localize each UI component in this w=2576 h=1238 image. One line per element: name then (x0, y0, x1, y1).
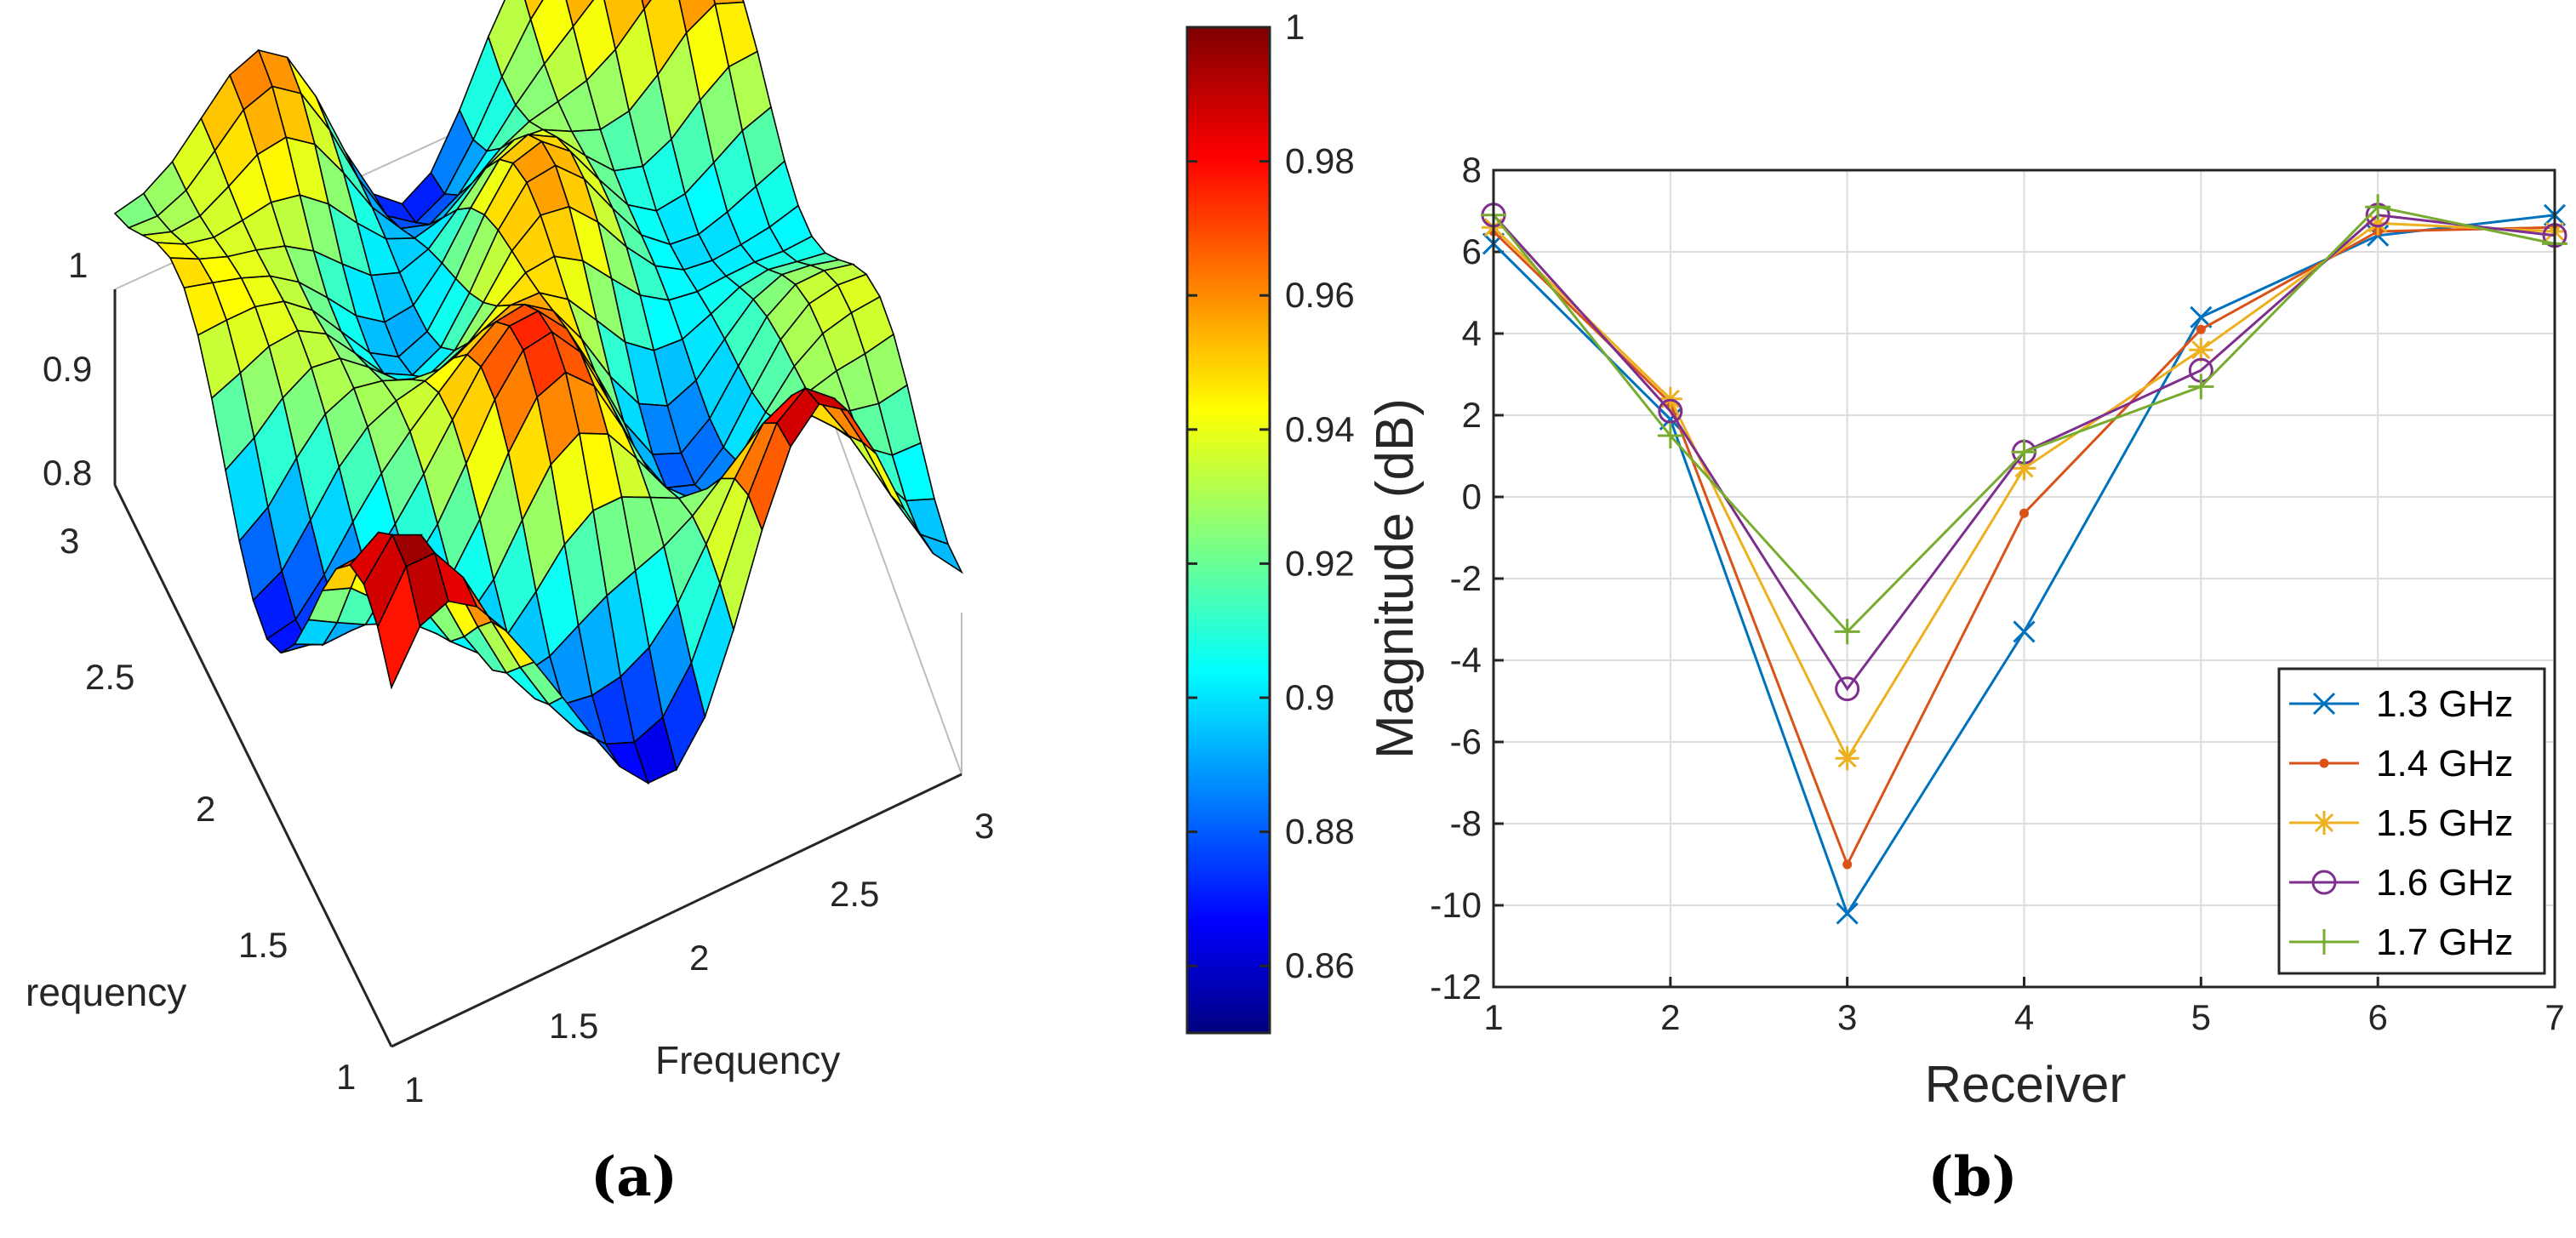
y-tick-label: 1.5 (238, 925, 288, 965)
data-point (2190, 305, 2213, 328)
legend-label: 1.4 GHz (2376, 743, 2513, 784)
x-tick-label: 3 (974, 806, 994, 846)
z-tick-label: 0.9 (43, 349, 92, 389)
x-tick-label: 2 (1660, 997, 1680, 1037)
data-point (2365, 194, 2391, 220)
y-tick-label: -6 (1450, 722, 1482, 762)
y-tick-label: 0 (1462, 476, 1482, 516)
x-tick-label: 2.5 (830, 874, 879, 914)
colorbar: 0.86 0.88 0.9 0.92 0.94 0.96 0.98 1 (1185, 7, 1355, 1035)
data-point (2196, 324, 2206, 334)
legend-marker (2319, 758, 2329, 768)
y-tick-label: -12 (1430, 967, 1482, 1007)
x-tick-label: 3 (1837, 997, 1857, 1037)
surface-panel: 1 0.9 0.8 3 2.5 2 1.5 1 1 1.5 2 2.5 3 Fr… (26, 0, 994, 1209)
series-group (1481, 194, 2567, 925)
legend-items (2289, 692, 2359, 955)
z-tick-label: 1 (68, 245, 88, 285)
data-point (2012, 456, 2036, 481)
y-axis-label: requency (26, 970, 186, 1014)
legend: 1.3 GHz 1.4 GHz 1.5 GHz 1.6 GHz 1.7 GHz (2277, 667, 2546, 975)
y-tick-label: 8 (1462, 150, 1482, 190)
y-tick-label: 4 (1462, 313, 1482, 353)
x-tick-label: 4 (2014, 997, 2034, 1037)
y-tick-label: 1 (336, 1057, 356, 1097)
colorbar-tick-label: 0.96 (1285, 275, 1355, 315)
colorbar-tick-label: 1 (1285, 7, 1305, 47)
y-tick-label: 6 (1462, 231, 1482, 271)
colorbar-tick-label: 0.98 (1285, 141, 1355, 181)
legend-label: 1.6 GHz (2376, 862, 2513, 904)
surface-axes (113, 289, 962, 1048)
y-tick-label: 2 (196, 789, 215, 829)
y-tick-label: 2.5 (85, 657, 134, 697)
y-tick-label: -2 (1450, 558, 1482, 598)
colorbar-gradient (1185, 26, 1271, 1035)
colorbar-ticks: 0.86 0.88 0.9 0.92 0.94 0.96 0.98 1 (1187, 7, 1355, 985)
legend-label: 1.7 GHz (2376, 921, 2513, 963)
line-chart-panel: -12 -10 -8 -6 -4 -2 0 2 4 6 8 1 2 3 4 5 6 7 Receiver Mag… (1366, 150, 2567, 1209)
data-point (2013, 620, 2036, 643)
y-tick-label: -10 (1430, 885, 1482, 925)
surface-mesh (113, 0, 963, 785)
x-tick-label: 1.5 (549, 1006, 598, 1046)
y-tick-label: 3 (60, 521, 79, 561)
legend-marker (2312, 811, 2336, 835)
data-point (1835, 746, 1859, 771)
y-axis-label: Magnitude (dB) (1366, 398, 1425, 759)
z-tick-label: 0.8 (43, 453, 92, 493)
y-ticks: -12 -10 -8 -6 -4 -2 0 2 4 6 8 (1430, 150, 1504, 1007)
y-tick-label: 2 (1462, 395, 1482, 435)
x-axis-label: Receiver (1925, 1056, 2127, 1113)
legend-label: 1.3 GHz (2376, 683, 2513, 725)
data-point (1658, 398, 1683, 424)
y-tick-label: -4 (1450, 640, 1482, 680)
legend-marker (2311, 929, 2337, 955)
x-tick-label: 6 (2368, 997, 2387, 1037)
data-point (1835, 676, 1860, 702)
panel-label-b: (b) (1928, 1145, 2017, 1209)
colorbar-tick-label: 0.92 (1285, 543, 1355, 583)
x-tick-label: 5 (2191, 997, 2211, 1037)
legend-marker (2312, 692, 2336, 716)
data-point (2366, 211, 2390, 236)
x-ticks: 1 2 3 4 5 6 7 (1483, 977, 2565, 1037)
legend-marker (2311, 870, 2337, 895)
colorbar-tick-label: 0.9 (1285, 677, 1334, 717)
x-tick-label: 7 (2545, 997, 2564, 1037)
data-point (2011, 439, 2037, 465)
panel-label-a: (a) (591, 1145, 677, 1209)
x-tick-label: 1 (404, 1070, 424, 1110)
data-point (1834, 619, 1860, 645)
data-point (2188, 374, 2214, 400)
data-point (1842, 859, 1853, 870)
colorbar-tick-label: 0.88 (1285, 812, 1355, 852)
plot-frame (1492, 168, 2556, 989)
y-tick-label: -8 (1450, 803, 1482, 843)
x-tick-label: 1 (1483, 997, 1503, 1037)
x-axis-label: Frequency (655, 1038, 840, 1082)
data-point (2189, 338, 2213, 362)
data-point (1657, 423, 1683, 448)
surface-patch (376, 564, 421, 690)
x-tick-label: 2 (689, 938, 709, 978)
data-point (1836, 902, 1859, 925)
data-point (2019, 508, 2029, 518)
colorbar-tick-label: 0.94 (1285, 409, 1355, 449)
legend-label: 1.5 GHz (2376, 802, 2513, 844)
colorbar-tick-label: 0.86 (1285, 945, 1355, 985)
